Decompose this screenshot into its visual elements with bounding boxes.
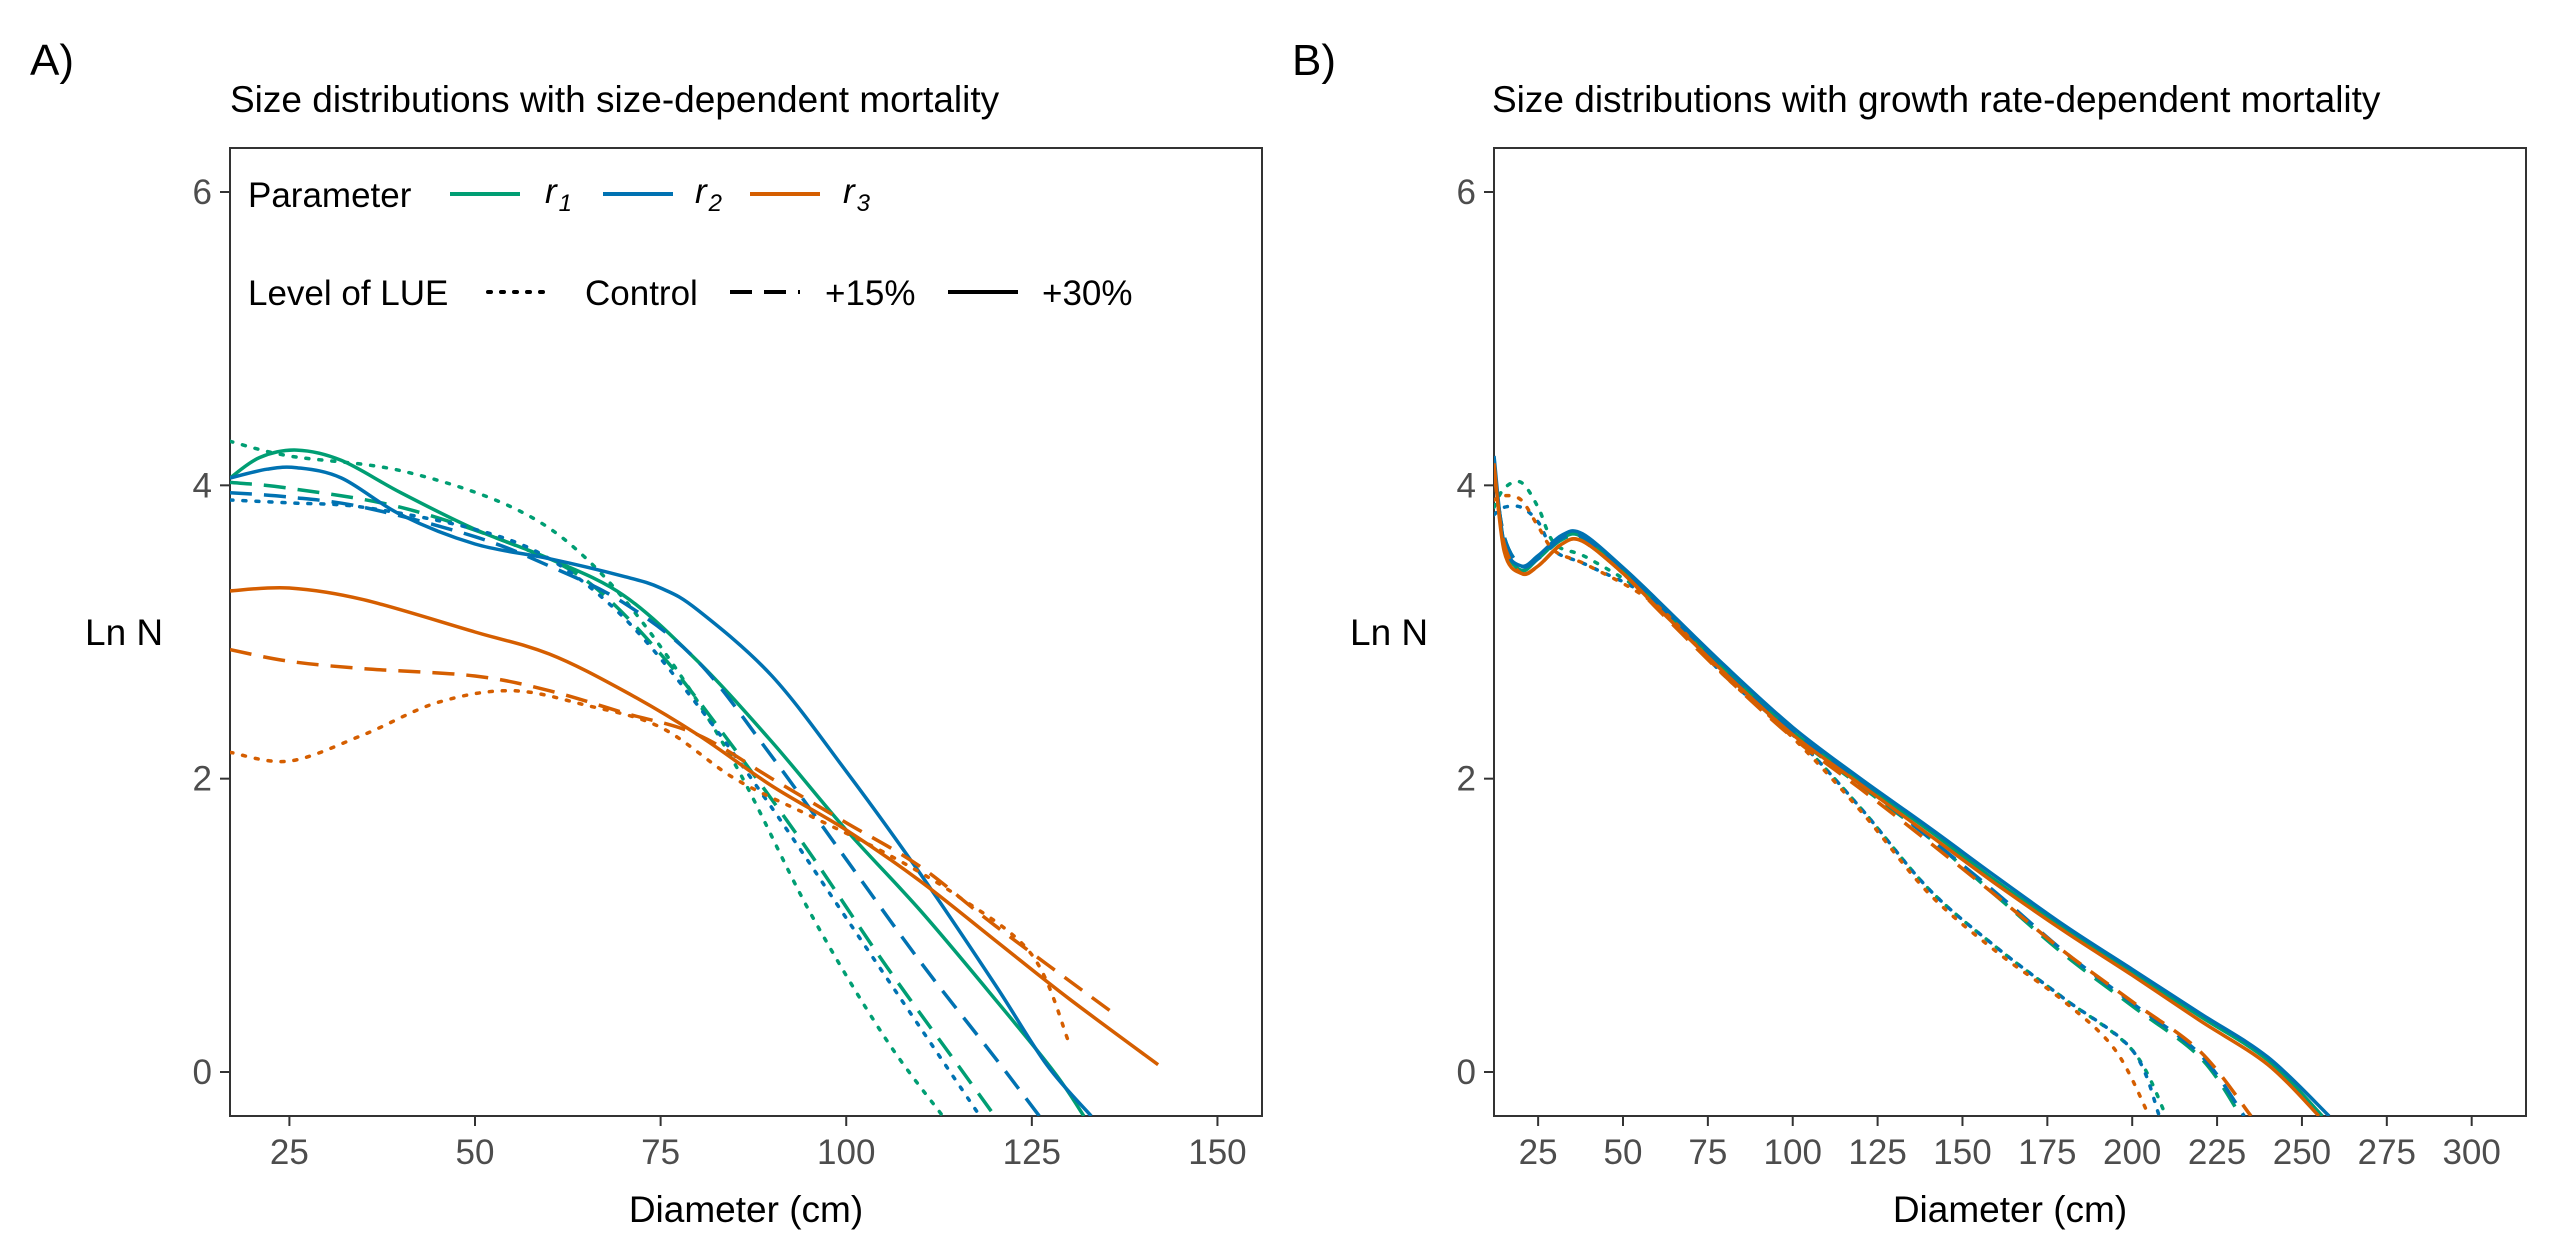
legend-30pct-label: +30% bbox=[1042, 274, 1133, 313]
x-tick-label: 75 bbox=[1688, 1133, 1727, 1172]
panel-b-series bbox=[1494, 455, 2331, 1116]
x-tick-label: 50 bbox=[456, 1133, 495, 1172]
series-line-r2-30- bbox=[230, 465, 1093, 1116]
series-line-r2-15- bbox=[230, 490, 1041, 1116]
panel-b-y-label: Ln N bbox=[1350, 612, 1428, 653]
series-line-r3-15- bbox=[1494, 470, 2253, 1116]
series-line-r1-control bbox=[1494, 479, 2168, 1116]
panel-a-tag: A) bbox=[30, 36, 74, 85]
series-line-r1-30- bbox=[230, 448, 1086, 1116]
x-tick-label: 225 bbox=[2188, 1133, 2246, 1172]
panel-b-plot-area bbox=[1493, 147, 2527, 1117]
y-tick-label: 0 bbox=[1457, 1053, 1476, 1092]
panel-a-series bbox=[230, 439, 1160, 1116]
legend-r1-label: r1 bbox=[545, 172, 572, 217]
legend-parameter-title: Parameter bbox=[248, 176, 412, 215]
legend-control-label: Control bbox=[585, 274, 698, 313]
x-tick-label: 125 bbox=[1003, 1133, 1061, 1172]
y-tick-label: 4 bbox=[193, 466, 212, 505]
x-tick-label: 50 bbox=[1604, 1133, 1643, 1172]
x-tick-label: 125 bbox=[1848, 1133, 1906, 1172]
y-tick-label: 0 bbox=[193, 1053, 212, 1092]
x-tick-label: 150 bbox=[1933, 1133, 1991, 1172]
x-tick-label: 75 bbox=[641, 1133, 680, 1172]
x-tick-label: 100 bbox=[1764, 1133, 1822, 1172]
panel-a-y-label: Ln N bbox=[85, 612, 163, 653]
legend-level-title: Level of LUE bbox=[248, 274, 448, 313]
y-tick-label: 2 bbox=[1457, 760, 1476, 799]
legend-r3-label: r3 bbox=[843, 172, 871, 217]
series-line-r2-30- bbox=[1494, 455, 2331, 1116]
x-tick-label: 25 bbox=[1519, 1133, 1558, 1172]
panel-a-x-label: Diameter (cm) bbox=[629, 1189, 863, 1230]
y-tick-label: 2 bbox=[193, 760, 212, 799]
x-tick-label: 175 bbox=[2018, 1133, 2076, 1172]
series-line-r3-30- bbox=[230, 585, 1160, 1067]
legend-15pct-label: +15% bbox=[825, 274, 916, 313]
x-tick-label: 250 bbox=[2273, 1133, 2331, 1172]
series-line-r1-control bbox=[230, 439, 945, 1116]
x-tick-label: 275 bbox=[2358, 1133, 2416, 1172]
series-line-r1-15- bbox=[230, 480, 997, 1116]
panel-a-plot-area bbox=[229, 147, 1263, 1117]
panel-b-title: Size distributions with growth rate-depe… bbox=[1492, 79, 2381, 120]
x-tick-label: 100 bbox=[817, 1133, 875, 1172]
x-tick-label: 25 bbox=[270, 1133, 309, 1172]
series-line-r3-30- bbox=[1494, 463, 2321, 1116]
x-tick-label: 200 bbox=[2103, 1133, 2161, 1172]
panel-b-y-ticks: 0 2 4 6 bbox=[1457, 173, 1494, 1092]
y-tick-label: 6 bbox=[193, 173, 212, 212]
x-tick-label: 150 bbox=[1188, 1133, 1246, 1172]
legend-r2-label: r2 bbox=[695, 172, 722, 217]
legend: Parameter r1 r2 r3 Level of LUE Control … bbox=[248, 172, 1133, 313]
panel-a-y-ticks: 0 2 4 6 bbox=[193, 173, 230, 1092]
x-tick-label: 300 bbox=[2442, 1133, 2500, 1172]
y-tick-label: 6 bbox=[1457, 173, 1476, 212]
series-line-r2-control bbox=[230, 498, 982, 1116]
panel-a-title: Size distributions with size-dependent m… bbox=[230, 79, 1000, 120]
panel-b: B) Size distributions with growth rate-d… bbox=[1292, 36, 2527, 1230]
panel-b-tag: B) bbox=[1292, 36, 1336, 85]
panel-b-x-label: Diameter (cm) bbox=[1893, 1189, 2127, 1230]
panel-a: A) Size distributions with size-dependen… bbox=[30, 36, 1263, 1230]
y-tick-label: 4 bbox=[1457, 466, 1476, 505]
panel-b-x-ticks: 25 50 75 100 125 150 175 200 225 250 275 300 bbox=[1519, 1116, 2501, 1172]
panel-a-x-ticks: 25 50 75 100 125 150 bbox=[270, 1116, 1247, 1172]
